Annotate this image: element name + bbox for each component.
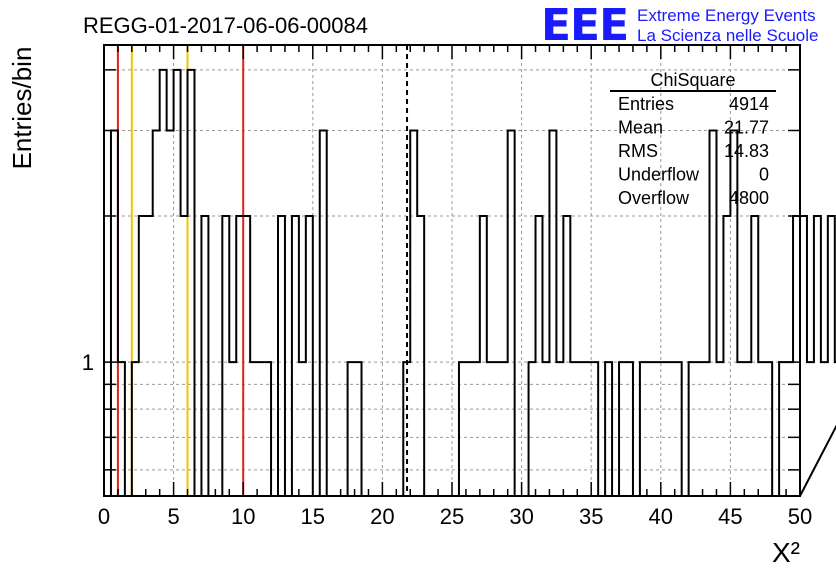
- stats-title: ChiSquare: [650, 70, 735, 90]
- stats-label: Overflow: [618, 188, 690, 208]
- chart-title: REGG-01-2017-06-06-00084: [83, 13, 368, 38]
- axes: 0 5 10 15 20 25 30 35 40 45 50 1: [82, 44, 812, 529]
- stats-value: 4800: [729, 188, 769, 208]
- stats-label: Mean: [618, 118, 663, 138]
- x-tick-label: 10: [231, 504, 255, 529]
- x-tick-label: 50: [788, 504, 812, 529]
- x-tick-label: 0: [98, 504, 110, 529]
- stats-label: Underflow: [618, 165, 700, 185]
- stats-label: Entries: [618, 94, 674, 114]
- eee-logo: EEE Extreme Energy Events La Scienza nel…: [541, 0, 818, 51]
- stats-value: 4914: [729, 94, 769, 114]
- grid-lines: [104, 45, 800, 496]
- x-tick-label: 15: [301, 504, 325, 529]
- x-axis-label: X²: [772, 537, 800, 568]
- stats-value: 21.77: [724, 118, 769, 138]
- reference-lines: [116, 45, 409, 496]
- logo-mark: EEE: [541, 0, 628, 51]
- x-tick-label: 30: [509, 504, 533, 529]
- stats-value: 0: [759, 165, 769, 185]
- stats-box: ChiSquare Entries 4914 Mean 21.77 RMS 14.83 Un…: [610, 70, 776, 208]
- logo-line-1: Extreme Energy Events: [637, 6, 816, 25]
- x-tick-label: 40: [649, 504, 673, 529]
- x-tick-label: 25: [440, 504, 464, 529]
- stats-rows: Entries 4914 Mean 21.77 RMS 14.83 Underflow 0 Ov…: [618, 94, 769, 208]
- x-tick-label: 45: [718, 504, 742, 529]
- y-tick-label: 1: [82, 350, 94, 375]
- y-axis-label: Entries/bin: [7, 47, 37, 170]
- x-tick-label: 35: [579, 504, 603, 529]
- x-tick-label: 20: [370, 504, 394, 529]
- stats-label: RMS: [618, 141, 658, 161]
- stats-value: 14.83: [724, 141, 769, 161]
- logo-line-2: La Scienza nelle Scuole: [637, 26, 818, 45]
- x-tick-label: 5: [167, 504, 179, 529]
